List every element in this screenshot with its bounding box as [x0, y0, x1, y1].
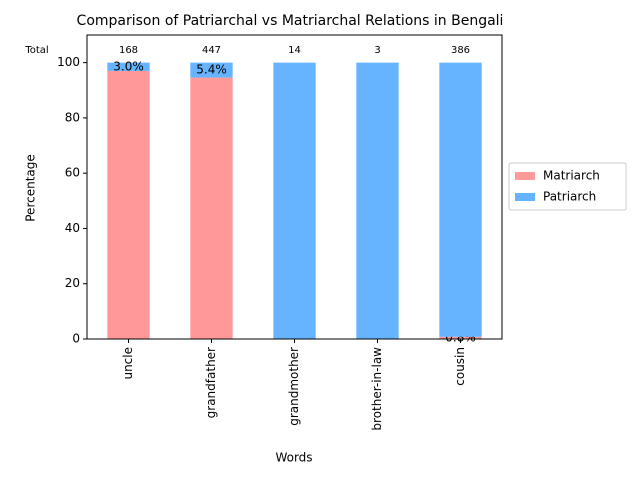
x-tick-label: uncle: [121, 347, 135, 380]
legend-swatch: [515, 193, 535, 201]
chart-title: Comparison of Patriarchal vs Matriarchal…: [77, 13, 504, 29]
total-label: 168: [119, 45, 138, 56]
legend-label: Matriarch: [543, 169, 600, 183]
y-tick-label: 40: [65, 221, 80, 235]
bar-segment: [439, 62, 482, 337]
y-axis-label: Percentage: [24, 154, 38, 222]
y-tick-label: 0: [72, 332, 80, 346]
bar-segment: [356, 62, 399, 340]
x-tick-label: cousin: [453, 347, 467, 386]
bar-segment: [107, 62, 150, 71]
bar-segment: [439, 336, 482, 339]
total-label: 14: [288, 45, 301, 56]
total-label: 386: [451, 45, 470, 56]
bar-segment: [273, 62, 316, 340]
bar-segment: [190, 62, 233, 78]
x-axis-label: Words: [275, 451, 312, 465]
y-tick-label: 80: [65, 110, 80, 124]
y-tick-label: 60: [65, 166, 80, 180]
totals-label: Total: [24, 45, 48, 56]
legend-label: Patriarch: [543, 190, 596, 204]
total-label: 3: [374, 45, 380, 56]
bar-segment: [190, 77, 233, 339]
y-tick-label: 100: [57, 55, 80, 69]
x-tick-label: brother-in-law: [370, 347, 384, 431]
legend-swatch: [515, 172, 535, 180]
plot-frame: [86, 34, 503, 340]
total-label: 447: [202, 45, 221, 56]
value-label: 5.4%: [196, 63, 227, 77]
x-tick-label: grandfather: [204, 347, 218, 418]
x-tick-label: grandmother: [287, 347, 301, 426]
y-tick-label: 20: [65, 276, 80, 290]
value-label: 3.0%: [113, 59, 144, 73]
bar-segment: [107, 70, 150, 339]
legend-box: [508, 162, 627, 211]
